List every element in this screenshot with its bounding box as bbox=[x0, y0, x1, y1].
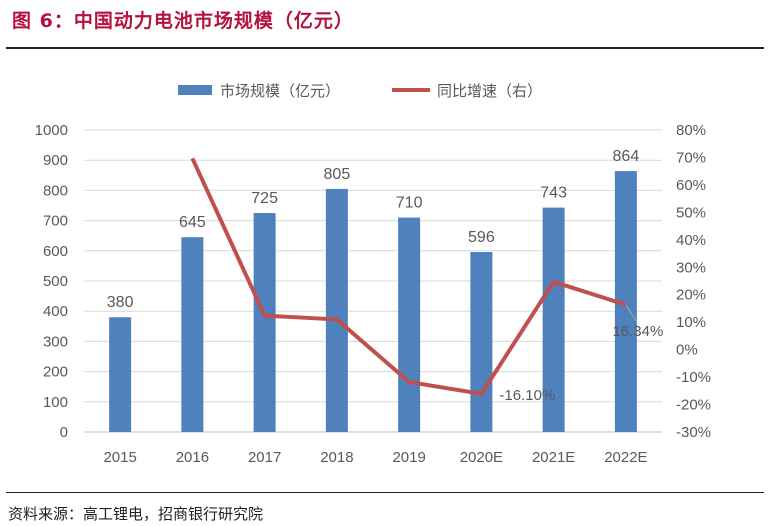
y2-tick-label: 40% bbox=[676, 232, 706, 249]
bar-data-label: 725 bbox=[251, 190, 278, 207]
y2-tick-label: 50% bbox=[676, 204, 706, 221]
y-tick-label: 200 bbox=[43, 364, 68, 381]
y-tick-label: 500 bbox=[43, 273, 68, 290]
bar bbox=[109, 317, 132, 432]
y2-tick-label: 60% bbox=[676, 177, 706, 194]
bar bbox=[614, 171, 637, 432]
footer-divider bbox=[6, 492, 764, 493]
x-tick-label: 2015 bbox=[103, 449, 136, 466]
bar-data-label: 596 bbox=[468, 229, 495, 246]
y2-tick-label: 30% bbox=[676, 259, 706, 276]
y-tick-label: 700 bbox=[43, 213, 68, 230]
y2-tick-label: -30% bbox=[676, 424, 711, 441]
title-divider bbox=[6, 47, 764, 49]
y-tick-label: 800 bbox=[43, 182, 68, 199]
line-data-label: 16.34% bbox=[612, 323, 663, 340]
y-tick-label: 400 bbox=[43, 303, 68, 320]
bar-data-label: 710 bbox=[396, 195, 423, 212]
y-tick-label: 0 bbox=[60, 424, 68, 441]
legend-bar-label: 市场规模（亿元） bbox=[220, 83, 340, 100]
bar bbox=[325, 188, 348, 432]
x-tick-label: 2016 bbox=[176, 449, 209, 466]
y2-tick-label: 10% bbox=[676, 314, 706, 331]
figure-title: 图 6：中国动力电池市场规模（亿元） bbox=[12, 10, 354, 32]
bar-data-label: 380 bbox=[107, 294, 134, 311]
y-tick-label: 300 bbox=[43, 333, 68, 350]
legend-line-label: 同比增速（右） bbox=[437, 83, 542, 100]
label-leader-line bbox=[625, 304, 637, 322]
y2-tick-label: 0% bbox=[676, 342, 698, 359]
line-data-label: -16.10% bbox=[499, 387, 555, 404]
growth-line bbox=[190, 157, 627, 396]
y2-tick-label: -20% bbox=[676, 397, 711, 414]
bar-data-label: 743 bbox=[540, 185, 567, 202]
bar bbox=[470, 252, 493, 432]
y-tick-label: 100 bbox=[43, 394, 68, 411]
bar-data-label: 805 bbox=[324, 166, 351, 183]
legend-bar-swatch bbox=[178, 85, 212, 95]
y2-tick-label: 70% bbox=[676, 149, 706, 166]
source-note: 资料来源：高工锂电，招商银行研究院 bbox=[8, 505, 264, 523]
y2-tick-label: -10% bbox=[676, 369, 711, 386]
x-tick-label: 2017 bbox=[248, 449, 281, 466]
bar bbox=[398, 217, 421, 432]
y2-tick-label: 20% bbox=[676, 287, 706, 304]
bar-data-label: 864 bbox=[613, 148, 640, 165]
x-tick-label: 2020E bbox=[460, 449, 503, 466]
y2-tick-label: 80% bbox=[676, 122, 706, 139]
x-tick-label: 2021E bbox=[532, 449, 575, 466]
y-tick-label: 600 bbox=[43, 243, 68, 260]
bar-data-label: 645 bbox=[179, 214, 206, 231]
bar bbox=[542, 207, 565, 432]
bar bbox=[181, 237, 204, 432]
x-tick-label: 2018 bbox=[320, 449, 353, 466]
y-tick-label: 1000 bbox=[35, 122, 68, 139]
x-tick-label: 2019 bbox=[392, 449, 425, 466]
y-tick-label: 900 bbox=[43, 152, 68, 169]
bar bbox=[253, 213, 276, 432]
x-tick-label: 2022E bbox=[604, 449, 647, 466]
